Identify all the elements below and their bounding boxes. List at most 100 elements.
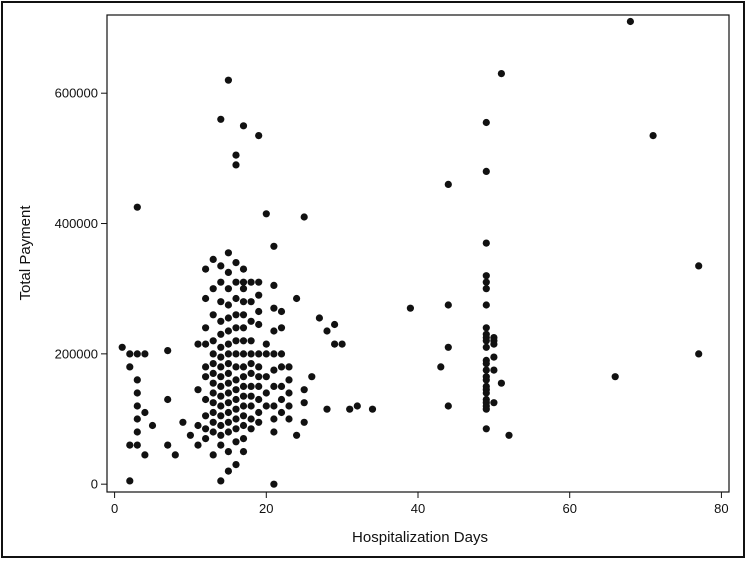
data-points bbox=[118, 17, 703, 488]
data-point bbox=[437, 363, 445, 371]
data-point bbox=[482, 324, 490, 332]
data-point bbox=[202, 435, 210, 443]
data-point bbox=[482, 167, 490, 175]
x-tick-label: 0 bbox=[111, 501, 118, 516]
data-point bbox=[497, 379, 505, 387]
data-point bbox=[626, 17, 635, 26]
data-point bbox=[224, 268, 232, 276]
data-point bbox=[232, 376, 240, 384]
data-point bbox=[270, 382, 278, 390]
data-point bbox=[331, 340, 339, 348]
data-point bbox=[270, 350, 278, 358]
data-point bbox=[224, 428, 232, 436]
data-point bbox=[202, 265, 210, 273]
data-point bbox=[224, 379, 232, 387]
data-point bbox=[262, 340, 270, 348]
data-point bbox=[164, 347, 172, 355]
data-point bbox=[300, 418, 308, 426]
data-point bbox=[490, 353, 498, 361]
data-point bbox=[490, 340, 498, 348]
data-point bbox=[232, 438, 240, 446]
data-point bbox=[217, 343, 225, 351]
data-point bbox=[285, 402, 293, 410]
data-point bbox=[285, 376, 293, 384]
data-point bbox=[133, 441, 141, 449]
data-point bbox=[224, 249, 232, 257]
data-point bbox=[217, 431, 225, 439]
data-point bbox=[202, 395, 210, 404]
data-point bbox=[270, 242, 278, 250]
data-point bbox=[482, 301, 490, 309]
data-point bbox=[209, 389, 217, 397]
data-point bbox=[270, 366, 278, 374]
data-point bbox=[239, 265, 248, 273]
data-point bbox=[217, 278, 225, 286]
data-point bbox=[209, 408, 217, 417]
x-tick-label: 40 bbox=[411, 501, 425, 516]
data-point bbox=[232, 278, 240, 286]
data-point bbox=[277, 350, 286, 358]
data-point bbox=[239, 311, 248, 319]
data-point bbox=[224, 389, 232, 397]
data-point bbox=[194, 441, 202, 449]
data-point bbox=[482, 239, 490, 247]
data-point bbox=[217, 115, 225, 123]
data-point bbox=[224, 448, 232, 456]
data-point bbox=[217, 363, 225, 371]
data-point bbox=[217, 262, 225, 270]
data-point bbox=[217, 317, 225, 325]
data-point bbox=[255, 373, 263, 381]
data-point bbox=[338, 340, 346, 348]
data-point bbox=[224, 340, 232, 348]
y-tick-label: 600000 bbox=[55, 86, 98, 101]
data-point bbox=[209, 285, 217, 293]
data-point bbox=[285, 389, 293, 397]
data-point bbox=[255, 307, 263, 316]
data-point bbox=[232, 461, 240, 469]
data-point bbox=[444, 402, 452, 410]
data-point bbox=[126, 477, 134, 485]
data-point bbox=[482, 118, 490, 127]
data-point bbox=[239, 382, 248, 390]
data-point bbox=[209, 428, 217, 436]
data-point bbox=[209, 451, 217, 459]
data-point bbox=[202, 425, 210, 433]
data-point bbox=[255, 291, 263, 299]
data-point bbox=[126, 363, 134, 371]
data-point bbox=[285, 363, 293, 371]
data-point bbox=[194, 386, 202, 394]
data-point bbox=[247, 402, 255, 410]
data-point bbox=[209, 311, 217, 319]
data-point bbox=[277, 382, 286, 390]
data-point bbox=[209, 255, 217, 263]
data-point bbox=[232, 294, 240, 303]
data-point bbox=[247, 278, 255, 286]
data-point bbox=[133, 402, 141, 410]
x-axis-title: Hospitalization Days bbox=[352, 529, 488, 546]
data-point bbox=[482, 366, 490, 374]
data-point bbox=[270, 327, 278, 335]
data-point bbox=[482, 272, 490, 280]
data-point bbox=[247, 298, 255, 306]
data-point bbox=[133, 350, 141, 358]
data-point bbox=[482, 360, 490, 368]
data-point bbox=[444, 343, 452, 351]
data-point bbox=[232, 259, 240, 267]
data-point bbox=[247, 415, 255, 423]
data-point bbox=[239, 278, 248, 286]
data-point bbox=[239, 402, 248, 410]
data-point bbox=[255, 418, 263, 426]
data-point bbox=[126, 441, 134, 449]
data-point bbox=[482, 389, 490, 397]
data-point bbox=[232, 363, 240, 371]
data-point bbox=[141, 451, 149, 459]
data-point bbox=[247, 369, 255, 377]
x-tick-label: 60 bbox=[562, 501, 576, 516]
data-point bbox=[179, 418, 187, 426]
data-point bbox=[118, 343, 126, 351]
data-point bbox=[209, 360, 217, 368]
data-point bbox=[232, 151, 240, 159]
data-point bbox=[270, 304, 278, 312]
data-point bbox=[217, 298, 225, 306]
